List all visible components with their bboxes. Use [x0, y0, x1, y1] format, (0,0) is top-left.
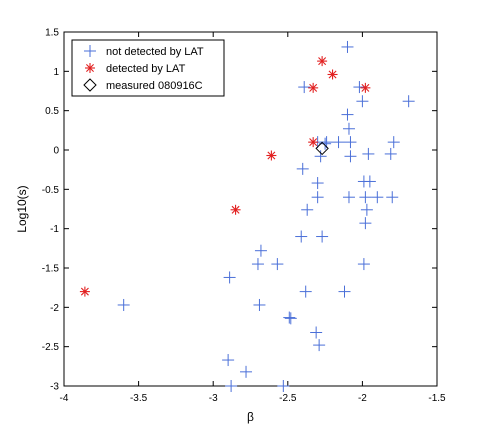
point-not-detected — [341, 108, 354, 121]
legend-label: measured 080916C — [106, 80, 203, 92]
y-tick-label: 1 — [53, 67, 59, 78]
point-detected — [327, 69, 338, 80]
y-tick-label: 0 — [53, 146, 59, 157]
point-not-detected — [387, 136, 400, 149]
point-not-detected — [295, 230, 308, 243]
axis-ticks: -4 -3.5 -3 -2.5 -2 -1.5 -3 -2.5 -2 -1.5 -1 -0.5 0 0.5… — [42, 28, 446, 405]
x-tick-label: -3 — [209, 393, 218, 404]
point-not-detected — [344, 136, 357, 149]
x-axis-label: β — [247, 410, 254, 424]
y-tick-label: 0.5 — [45, 106, 59, 117]
point-not-detected — [223, 271, 236, 284]
point-not-detected — [363, 175, 376, 188]
point-not-detected — [320, 136, 333, 149]
y-axis-label: Log10(s) — [15, 185, 29, 232]
point-not-detected — [360, 203, 373, 216]
point-not-detected — [332, 136, 345, 149]
x-tick-label: -2 — [358, 393, 367, 404]
point-not-detected — [342, 191, 355, 204]
point-not-detected — [222, 354, 235, 367]
point-detected — [360, 82, 371, 93]
legend-label: not detected by LAT — [106, 46, 204, 58]
y-tick-label: -3 — [50, 382, 59, 393]
point-not-detected — [301, 203, 314, 216]
point-not-detected — [299, 285, 312, 298]
point-not-detected — [386, 191, 399, 204]
point-not-detected — [277, 380, 290, 392]
point-not-detected — [251, 258, 264, 271]
point-not-detected — [316, 230, 329, 243]
x-tick-label: -3.5 — [130, 393, 148, 404]
point-not-detected — [254, 244, 267, 257]
point-not-detected — [284, 312, 297, 325]
point-not-detected — [313, 339, 326, 352]
point-not-detected — [296, 162, 309, 175]
point-detected — [317, 56, 328, 67]
point-not-detected — [359, 217, 372, 230]
y-tick-label: -1.5 — [42, 264, 60, 275]
legend-label: detected by LAT — [106, 63, 186, 75]
point-not-detected — [338, 285, 351, 298]
x-tick-label: -2.5 — [279, 393, 297, 404]
point-measured — [315, 141, 329, 156]
x-tick-label: -1.5 — [428, 393, 446, 404]
x-tick-label: -4 — [60, 393, 69, 404]
point-not-detected — [341, 40, 354, 53]
point-not-detected — [311, 177, 324, 190]
point-not-detected — [253, 298, 266, 311]
point-not-detected — [283, 311, 296, 324]
point-detected — [308, 137, 319, 148]
point-not-detected — [298, 81, 311, 94]
point-detected — [266, 150, 277, 161]
point-not-detected — [310, 326, 323, 339]
point-detected — [230, 204, 241, 215]
legend: not detected by LAT detected by LAT measur… — [71, 39, 225, 97]
point-not-detected — [402, 95, 415, 108]
point-detected — [79, 286, 90, 297]
y-tick-label: -2 — [50, 303, 59, 314]
point-not-detected — [344, 150, 357, 163]
point-not-detected — [240, 365, 253, 378]
point-not-detected — [271, 258, 284, 271]
y-tick-label: -0.5 — [42, 185, 60, 196]
point-not-detected — [353, 81, 366, 94]
point-not-detected — [356, 95, 369, 108]
point-not-detected — [311, 191, 324, 204]
point-not-detected — [357, 258, 370, 271]
point-not-detected — [359, 191, 372, 204]
point-not-detected — [225, 380, 238, 392]
data-points — [79, 40, 415, 392]
y-tick-label: -2.5 — [42, 342, 60, 353]
legend-marker — [84, 45, 96, 57]
point-not-detected — [117, 298, 130, 311]
point-not-detected — [371, 191, 384, 204]
point-not-detected — [384, 147, 397, 160]
y-tick-label: -1 — [50, 224, 59, 235]
point-not-detected — [342, 122, 355, 135]
y-tick-label: 1.5 — [45, 28, 59, 39]
legend-box — [71, 39, 225, 97]
point-detected — [308, 82, 319, 93]
legend-marker — [83, 78, 97, 92]
legend-marker — [85, 63, 95, 73]
point-not-detected — [362, 147, 375, 160]
